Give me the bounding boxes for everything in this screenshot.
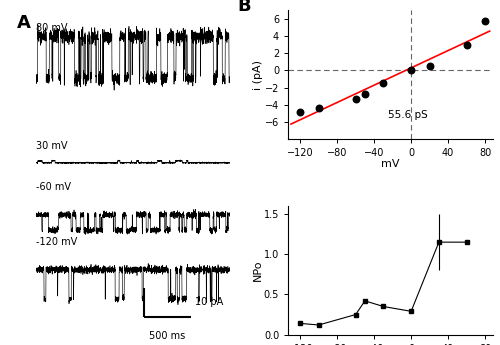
Point (361, 91, 369, 96)
Text: B: B (237, 0, 250, 16)
Point (481, 18, 489, 23)
Point (314, 105, 322, 111)
Point (462, 42, 470, 47)
Point (407, 68, 415, 73)
Text: 30 mV: 30 mV (36, 141, 68, 151)
X-axis label: mV: mV (381, 159, 400, 169)
Text: 500 ms: 500 ms (149, 332, 186, 342)
Point (380, 80, 388, 86)
Text: 10 pA: 10 pA (195, 297, 224, 307)
Point (352, 96, 360, 101)
Y-axis label: NPo: NPo (252, 259, 262, 281)
Text: A: A (17, 13, 31, 32)
Text: -120 mV: -120 mV (36, 237, 78, 247)
Point (426, 63, 434, 69)
Y-axis label: i (pA): i (pA) (254, 60, 264, 90)
Text: 55.6 pS: 55.6 pS (388, 110, 428, 120)
Text: 80 mV: 80 mV (36, 23, 68, 33)
Point (296, 109, 304, 114)
Text: -60 mV: -60 mV (36, 182, 72, 192)
